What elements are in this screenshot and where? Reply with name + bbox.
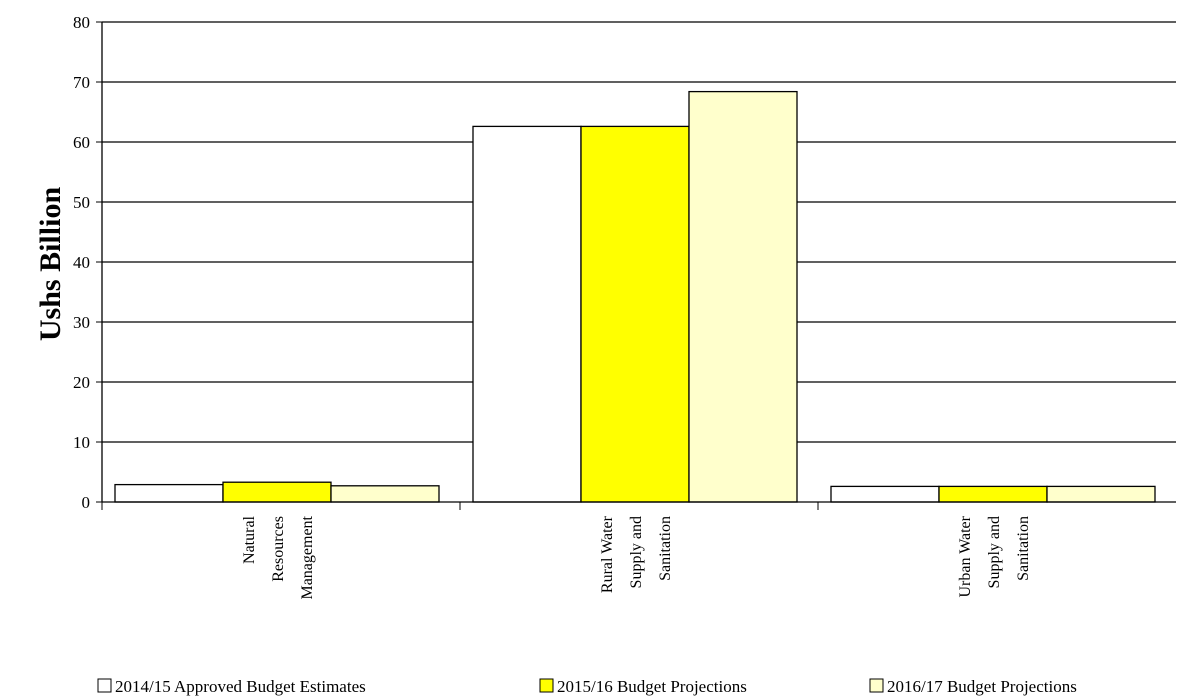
legend: 2014/15 Approved Budget Estimates 2015/16…	[97, 677, 1077, 696]
y-tick-label: 30	[73, 313, 90, 332]
y-tick-label: 0	[82, 493, 91, 512]
legend-swatch	[869, 678, 884, 693]
bar	[330, 485, 440, 503]
bar	[938, 485, 1048, 503]
y-tick-label: 20	[73, 373, 90, 392]
legend-swatch	[97, 678, 112, 693]
y-tick-label: 60	[73, 133, 90, 152]
x-tick-label: Sanitation	[1015, 516, 1032, 581]
bar	[1046, 485, 1156, 503]
y-tick-label: 10	[73, 433, 90, 452]
bar	[222, 481, 332, 503]
y-tick-labels: 0 10 20 30 40 50 60 70 80	[73, 13, 90, 512]
bar	[830, 485, 940, 503]
x-tick-label: Supply and	[986, 516, 1003, 588]
legend-label: 2014/15 Approved Budget Estimates	[115, 677, 366, 696]
y-tick-label: 70	[73, 73, 90, 92]
x-tick-label: Urban Water	[957, 515, 974, 597]
x-tick-label: Sanitation	[657, 516, 674, 581]
bar	[114, 483, 224, 503]
axes	[96, 21, 1176, 510]
bar	[580, 125, 690, 503]
x-tick-label: Management	[299, 515, 316, 599]
x-tick-label: Rural Water	[599, 515, 616, 593]
x-tick-label: Supply and	[628, 516, 645, 588]
y-axis-label: Ushs Billion	[34, 187, 67, 342]
bars	[114, 90, 1156, 503]
y-tick-label: 50	[73, 193, 90, 212]
bar	[688, 90, 798, 503]
x-tick-labels: Natural Resources Management Rural Water Sup…	[241, 515, 1032, 599]
x-tick-label: Resources	[270, 516, 287, 582]
x-tick-label: Natural	[241, 515, 258, 564]
bar	[472, 125, 582, 503]
y-tick-label: 80	[73, 13, 90, 32]
legend-label: 2015/16 Budget Projections	[557, 677, 747, 696]
legend-label: 2016/17 Budget Projections	[887, 677, 1077, 696]
y-tick-label: 40	[73, 253, 90, 272]
legend-swatch	[539, 678, 554, 693]
